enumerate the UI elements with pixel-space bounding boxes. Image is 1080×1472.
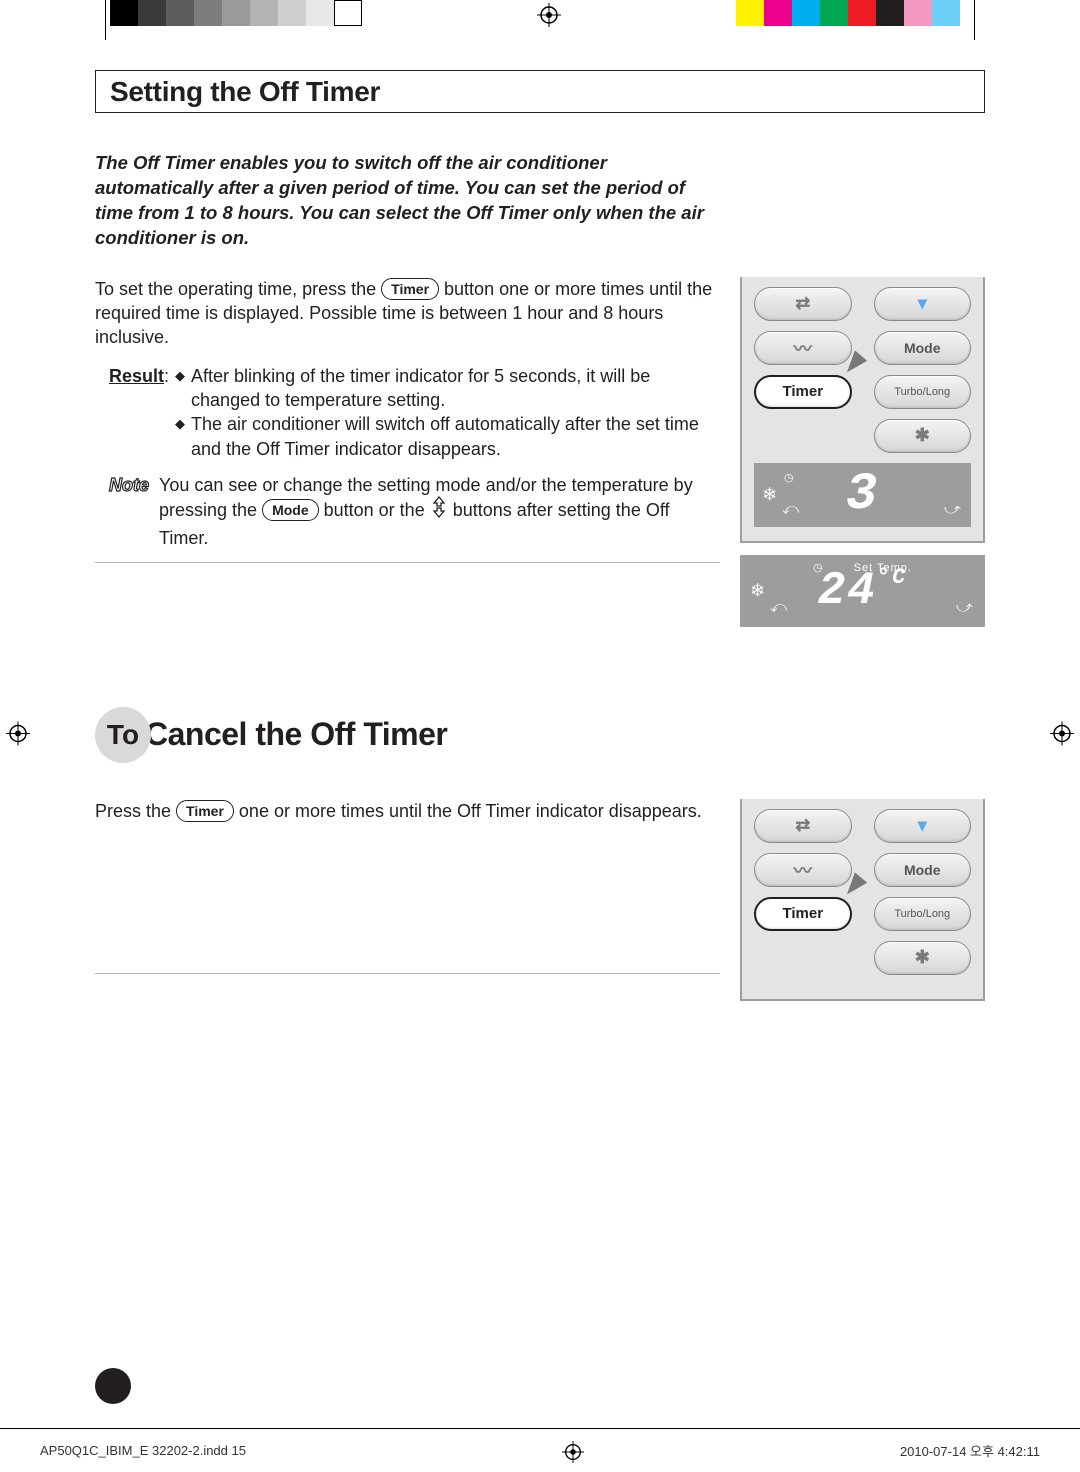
figure-column-2: ⇄ ▾ 〰 Mode Timer Turbo/Long ✱ bbox=[740, 799, 985, 1001]
instruction-paragraph-1: To set the operating time, press the Tim… bbox=[95, 277, 720, 350]
timer-pill-icon: Timer bbox=[176, 800, 234, 822]
divider bbox=[95, 562, 720, 563]
remote-fan-button: ✱ bbox=[874, 941, 972, 975]
figure-column-1: ⇄ ▾ 〰 Mode Timer Turbo/Long ✱ ❄ ◷ 3 ⤺ ⤻ bbox=[740, 277, 985, 627]
lcd-arrow-left-icon: ⤺ bbox=[782, 501, 799, 519]
remote-swing-button: ⇄ bbox=[754, 809, 852, 843]
instruction-text-column: To set the operating time, press the Tim… bbox=[95, 277, 720, 627]
print-footer: AP50Q1C_IBIM_E 32202-2.indd 15 2010-07-1… bbox=[0, 1428, 1080, 1472]
note-label: Note bbox=[109, 473, 153, 550]
remote-turbo-button: Turbo/Long bbox=[874, 375, 972, 409]
remote-illustration-1: ⇄ ▾ 〰 Mode Timer Turbo/Long ✱ ❄ ◷ 3 ⤺ ⤻ bbox=[740, 277, 985, 543]
footer-timestamp: 2010-07-14 오후 4:42:11 bbox=[900, 1441, 1040, 1460]
remote-illustration-2: ⇄ ▾ 〰 Mode Timer Turbo/Long ✱ bbox=[740, 799, 985, 1001]
result-bullet-1: ◆After blinking of the timer indicator f… bbox=[175, 364, 720, 413]
timer-pill-icon: Timer bbox=[381, 278, 439, 300]
registration-mark-top bbox=[536, 2, 562, 28]
intro-paragraph: The Off Timer enables you to switch off … bbox=[95, 151, 715, 251]
remote-fan-button: ✱ bbox=[874, 419, 972, 453]
remote-turbo-button: Turbo/Long bbox=[874, 897, 972, 931]
remote-mode-button: Mode bbox=[874, 331, 972, 365]
remote-mode-button: Mode bbox=[874, 853, 972, 887]
registration-mark-left bbox=[6, 722, 30, 751]
note-block: Note You can see or change the setting m… bbox=[109, 473, 720, 550]
divider bbox=[95, 973, 720, 974]
clock-icon: ◷ bbox=[813, 562, 824, 574]
result-block: Result: ◆After blinking of the timer ind… bbox=[109, 364, 720, 461]
color-swatches bbox=[736, 0, 960, 26]
snowflake-icon: ❄ bbox=[762, 484, 777, 505]
registration-mark-right bbox=[1050, 722, 1074, 751]
instruction-text-column-2: Press the Timer one or more times until … bbox=[95, 799, 720, 1001]
section-title-box: Setting the Off Timer bbox=[95, 70, 985, 113]
result-bullet-2: ◆The air conditioner will switch off aut… bbox=[175, 412, 720, 461]
page-number-badge bbox=[95, 1368, 131, 1404]
up-down-arrow-icon bbox=[430, 496, 448, 524]
remote-lcd-timer: ❄ ◷ 3 ⤺ ⤻ bbox=[754, 463, 971, 527]
remote-swing-button: ⇄ bbox=[754, 287, 852, 321]
remote-timer-button: Timer bbox=[754, 897, 852, 931]
cancel-paragraph: Press the Timer one or more times until … bbox=[95, 799, 720, 823]
section-title: Setting the Off Timer bbox=[110, 76, 970, 108]
page-content: Setting the Off Timer The Off Timer enab… bbox=[95, 70, 985, 1342]
snowflake-icon: ❄ bbox=[750, 580, 765, 601]
lcd-arrow-right-icon: ⤻ bbox=[944, 501, 961, 519]
remote-down-button: ▾ bbox=[874, 809, 972, 843]
grayscale-swatches bbox=[110, 0, 362, 26]
remote-sleep-button: 〰 bbox=[754, 331, 852, 365]
section2-header: To Cancel the Off Timer bbox=[95, 707, 985, 763]
section2-title: Cancel the Off Timer bbox=[145, 716, 447, 753]
lcd-arrow-left-icon: ⤺ bbox=[770, 599, 787, 617]
lcd-timer-value: 3 bbox=[846, 465, 879, 524]
result-label: Result bbox=[109, 366, 164, 386]
circle-badge: To bbox=[95, 707, 151, 763]
footer-filename: AP50Q1C_IBIM_E 32202-2.indd 15 bbox=[40, 1443, 246, 1458]
remote-timer-button: Timer bbox=[754, 375, 852, 409]
mode-pill-icon: Mode bbox=[262, 499, 319, 521]
print-color-bar bbox=[0, 0, 1080, 32]
registration-mark-bottom bbox=[560, 1439, 586, 1465]
remote-sleep-button: 〰 bbox=[754, 853, 852, 887]
remote-down-button: ▾ bbox=[874, 287, 972, 321]
remote-lcd-temp: ◷Set Temp. ❄ 24°C ⤺ ⤻ bbox=[740, 555, 985, 627]
lcd-arrow-right-icon: ⤻ bbox=[956, 599, 973, 617]
clock-icon: ◷ bbox=[784, 471, 794, 484]
